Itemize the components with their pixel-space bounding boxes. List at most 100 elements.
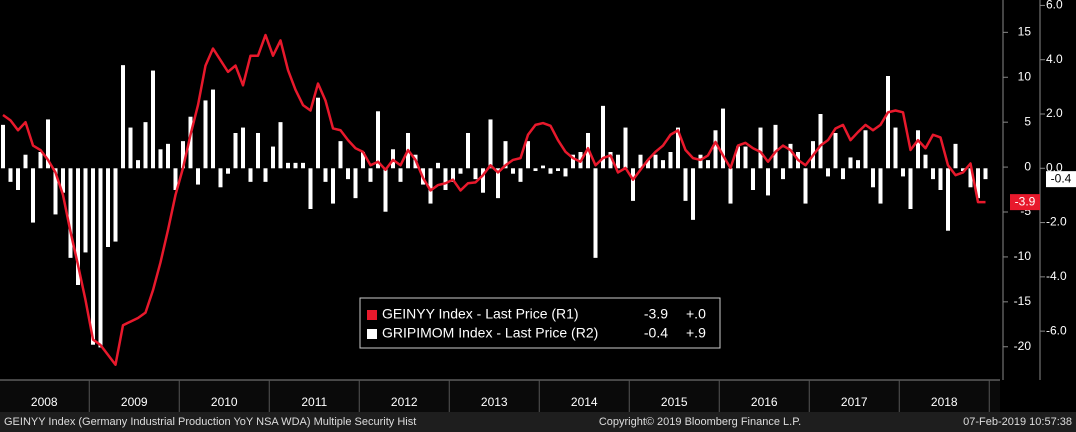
bar — [263, 168, 268, 182]
bar — [908, 168, 913, 209]
footer-band — [0, 412, 1076, 432]
bar — [653, 154, 658, 169]
bar — [226, 168, 230, 174]
bar — [976, 168, 980, 199]
y-tick-label: 0 — [1024, 159, 1031, 173]
bar — [503, 141, 508, 169]
bar — [323, 168, 328, 182]
bar — [878, 168, 883, 204]
y-tick-label: -15 — [1014, 294, 1032, 308]
bar — [368, 168, 373, 182]
bar — [736, 146, 740, 169]
bar — [481, 168, 485, 193]
bar — [301, 162, 305, 169]
bar — [901, 168, 905, 177]
bar — [248, 168, 253, 182]
y-tick-label: 15 — [1018, 25, 1032, 39]
bar — [871, 168, 875, 188]
y-tick-label: 5 — [1024, 114, 1031, 128]
bar — [1, 124, 5, 169]
bar — [818, 114, 823, 169]
footer-left: GEINYY Index (Germany Industrial Product… — [4, 416, 416, 428]
bar — [743, 146, 748, 169]
x-tick-label: 2015 — [661, 395, 688, 409]
bar — [211, 89, 215, 169]
x-tick-label: 2017 — [841, 395, 868, 409]
y2-tick-label: 2.0 — [1046, 106, 1063, 120]
legend-swatch — [367, 310, 377, 320]
last-value-tag — [1010, 194, 1040, 211]
bar — [38, 152, 43, 169]
bar — [556, 168, 560, 171]
bar — [766, 168, 770, 196]
bar — [721, 108, 725, 169]
bar — [773, 124, 778, 169]
x-axis-band — [0, 380, 1000, 412]
bar — [53, 168, 58, 215]
bar — [691, 168, 695, 220]
bar — [308, 168, 313, 209]
bar — [968, 168, 973, 188]
bar — [398, 168, 403, 182]
legend-change: +.0 — [686, 306, 706, 322]
bar — [931, 168, 935, 180]
bar — [383, 168, 388, 212]
bar — [803, 168, 808, 204]
bar — [848, 157, 853, 169]
y-tick-label: -5 — [1020, 204, 1031, 218]
legend-last: -0.4 — [644, 325, 668, 341]
bar — [563, 168, 568, 177]
bar — [428, 168, 433, 204]
bar — [833, 133, 838, 169]
legend-change: +.9 — [686, 325, 706, 341]
y2-tick-label: -4.0 — [1046, 269, 1067, 283]
legend-box — [359, 297, 721, 349]
y2-tick-label: -2.0 — [1046, 215, 1067, 229]
bar — [661, 160, 665, 169]
bar — [128, 127, 133, 169]
legend-label: GRIPIMOM Index - Last Price (R2) — [382, 325, 598, 341]
line — [2, 33, 986, 366]
bar — [188, 116, 193, 169]
bar — [788, 143, 793, 169]
bar — [466, 133, 470, 169]
bar — [158, 149, 163, 169]
bar — [616, 154, 620, 169]
bar — [98, 168, 103, 348]
bar — [518, 168, 523, 182]
bar — [451, 168, 455, 182]
x-tick-label: 2013 — [481, 395, 508, 409]
bar — [571, 154, 575, 169]
bar — [526, 141, 530, 169]
bar — [923, 154, 928, 169]
bar — [136, 160, 140, 169]
bar — [271, 146, 275, 169]
last-value-label: -3.9 — [1015, 194, 1036, 208]
bar — [638, 154, 643, 169]
bar — [68, 168, 73, 258]
bar — [143, 122, 148, 169]
bar — [256, 133, 260, 169]
legend-label: GEINYY Index - Last Price (R1) — [382, 306, 579, 322]
bar — [668, 152, 673, 169]
bar — [76, 168, 80, 285]
x-tick-label: 2011 — [301, 395, 327, 409]
bar — [278, 122, 283, 169]
bar — [353, 168, 358, 199]
bar — [548, 168, 553, 174]
x-tick-label: 2008 — [31, 395, 58, 409]
bar — [173, 168, 178, 190]
bar — [361, 152, 365, 169]
bar — [841, 168, 845, 180]
bar — [698, 154, 703, 169]
y2-tick-label: 4.0 — [1046, 52, 1063, 66]
legend-swatch — [367, 329, 377, 339]
bar — [758, 127, 763, 169]
bar — [916, 130, 920, 169]
bar — [8, 168, 13, 182]
x-tick-label: 2009 — [121, 395, 148, 409]
bar — [781, 168, 785, 180]
bar — [488, 119, 493, 169]
